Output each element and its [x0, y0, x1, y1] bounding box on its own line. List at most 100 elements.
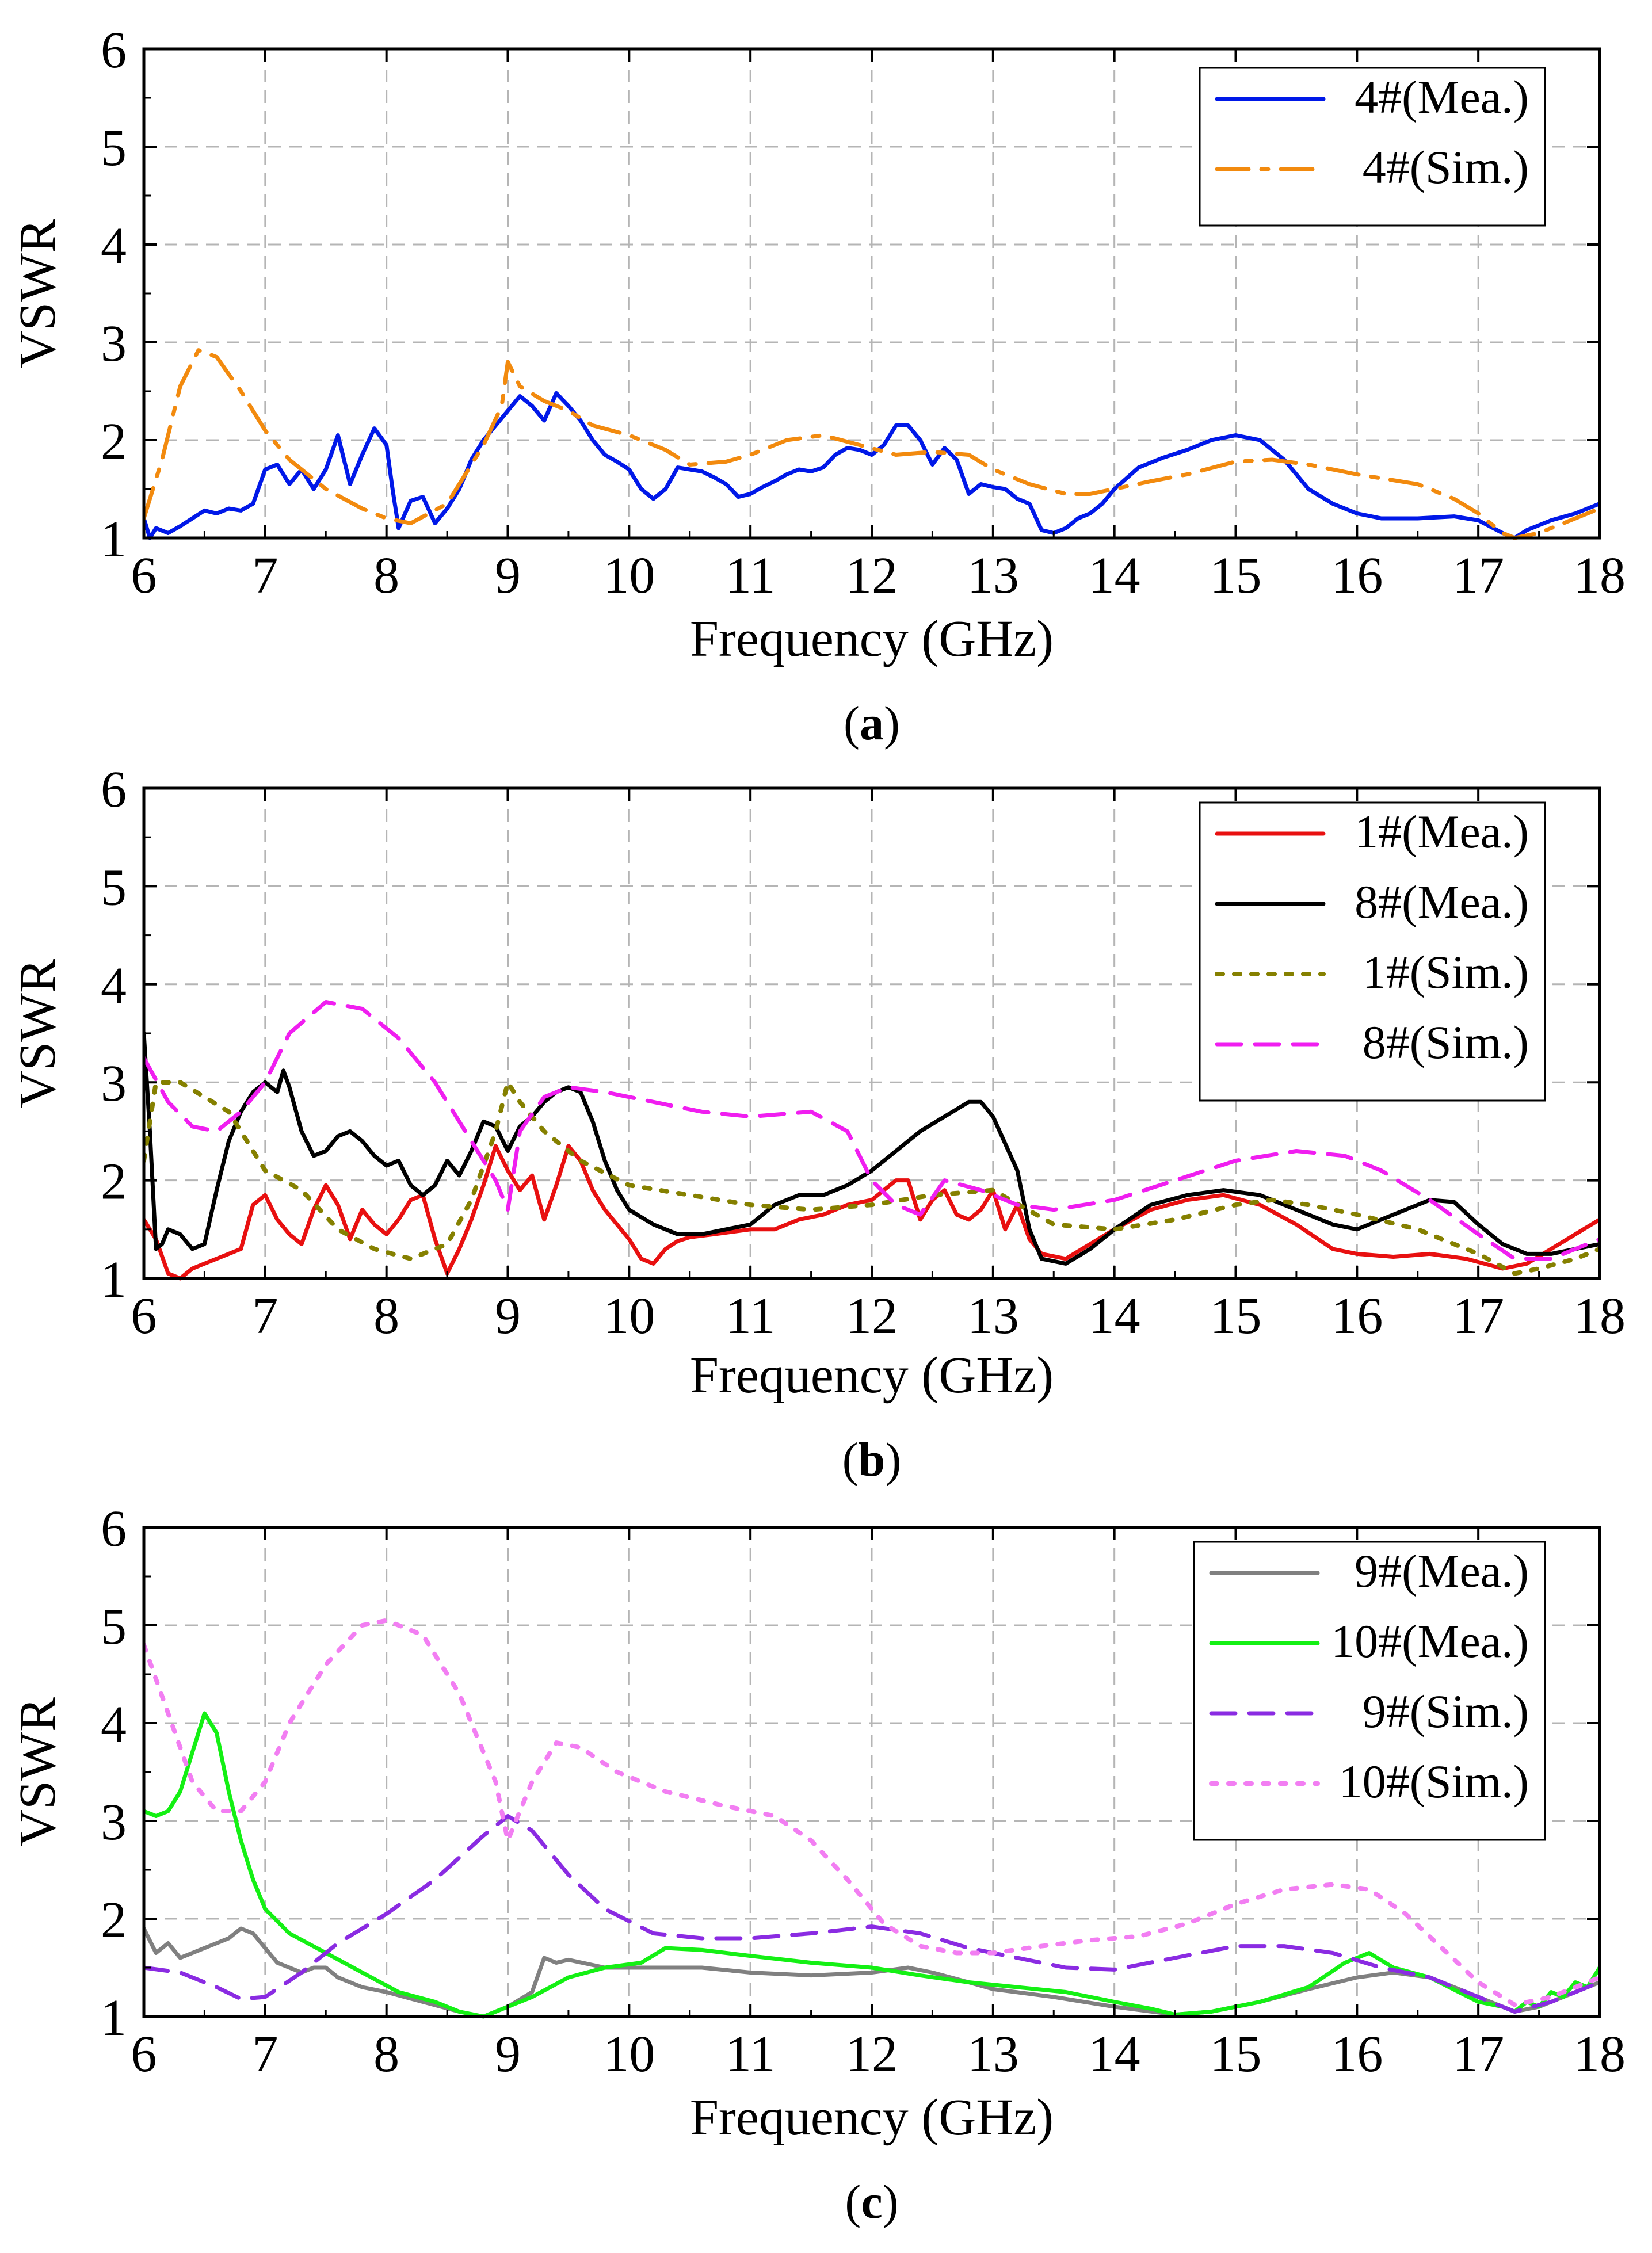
series-line-a-1 [144, 391, 1600, 540]
x-tick-label: 9 [495, 1288, 521, 1345]
y-tick-label: 6 [101, 22, 127, 79]
legend-box [1199, 801, 1546, 1102]
caption-close: ) [885, 1433, 901, 1487]
x-tick-label: 12 [846, 2026, 898, 2083]
x-axis-label: Frequency (GHz) [690, 610, 1054, 667]
y-tick-label: 1 [101, 1251, 127, 1308]
x-tick-label: 11 [726, 1288, 776, 1345]
caption-open: ( [845, 2175, 861, 2229]
legend-label-b-3: 1#(Sim.) [1363, 946, 1529, 998]
x-tick-label: 17 [1452, 1288, 1504, 1345]
caption-close: ) [883, 2175, 899, 2229]
y-tick-label: 2 [101, 413, 127, 470]
x-tick-label: 16 [1331, 1288, 1383, 1345]
legend-label-b-1: 1#(Mea.) [1355, 805, 1529, 858]
x-tick-label: 17 [1452, 2026, 1504, 2083]
y-tick-label: 1 [101, 511, 127, 568]
y-tick-label: 2 [101, 1154, 127, 1210]
y-tick-label: 4 [101, 957, 127, 1014]
x-tick-label: 13 [967, 547, 1019, 604]
x-tick-label: 9 [495, 547, 521, 604]
x-tick-label: 14 [1089, 547, 1140, 604]
x-tick-label: 14 [1089, 1288, 1140, 1345]
x-tick-label: 8 [373, 547, 399, 604]
legend-label-c-2: 10#(Mea.) [1331, 1615, 1529, 1667]
y-axis-label: VSWR [9, 1697, 66, 1847]
caption-close: ) [884, 697, 900, 750]
x-tick-label: 18 [1574, 1288, 1626, 1345]
x-tick-label: 15 [1210, 2026, 1262, 2083]
y-tick-label: 3 [101, 315, 127, 372]
panel-caption: (a) [844, 697, 900, 750]
y-axis-label: VSWR [9, 959, 66, 1108]
caption-open: ( [844, 697, 860, 750]
x-axis-label: Frequency (GHz) [690, 1347, 1054, 1404]
x-tick-label: 10 [603, 1288, 655, 1345]
series-line-b-4 [144, 1000, 1600, 1261]
x-tick-label: 18 [1574, 547, 1626, 604]
x-tick-label: 12 [846, 547, 898, 604]
series-line-c-3 [144, 1814, 1600, 2014]
legend-box [1193, 1541, 1546, 1841]
y-tick-label: 2 [101, 1892, 127, 1949]
x-tick-label: 6 [131, 2026, 157, 2083]
legend-label-a-1: 4#(Mea.) [1355, 71, 1529, 123]
caption-letter: c [861, 2175, 882, 2229]
y-tick-label: 6 [101, 1500, 127, 1557]
x-tick-label: 6 [131, 1288, 157, 1345]
x-tick-label: 13 [967, 1288, 1019, 1345]
y-axis-label: VSWR [9, 219, 66, 368]
panel-caption: (b) [842, 1433, 902, 1487]
x-tick-label: 7 [252, 1288, 278, 1345]
x-tick-label: 9 [495, 2026, 521, 2083]
caption-letter: b [859, 1433, 886, 1487]
caption-letter: a [860, 697, 884, 750]
x-tick-label: 17 [1452, 547, 1504, 604]
series-line-c-2 [144, 1711, 1600, 2019]
y-tick-label: 1 [101, 1989, 127, 2046]
legend-label-b-2: 8#(Mea.) [1355, 876, 1529, 928]
x-tick-label: 11 [726, 2026, 776, 2083]
y-tick-label: 6 [101, 761, 127, 818]
x-tick-label: 16 [1331, 2026, 1383, 2083]
legend-label-c-1: 9#(Mea.) [1355, 1545, 1529, 1597]
x-tick-label: 11 [726, 547, 776, 604]
x-tick-label: 12 [846, 1288, 898, 1345]
x-tick-label: 8 [373, 1288, 399, 1345]
legend-label-b-4: 8#(Sim.) [1363, 1016, 1529, 1068]
x-tick-label: 15 [1210, 1288, 1262, 1345]
y-tick-label: 3 [101, 1055, 127, 1112]
x-tick-label: 10 [603, 547, 655, 604]
series-line-b-1 [144, 1144, 1600, 1281]
x-tick-label: 10 [603, 2026, 655, 2083]
legend-label-a-2: 4#(Sim.) [1363, 141, 1529, 193]
y-tick-label: 5 [101, 859, 127, 916]
y-tick-label: 4 [101, 1696, 127, 1753]
series-line-a-2 [144, 348, 1600, 540]
caption-open: ( [842, 1433, 859, 1487]
y-tick-label: 3 [101, 1794, 127, 1851]
x-axis-label: Frequency (GHz) [690, 2089, 1054, 2146]
series-line-c-4 [144, 1618, 1600, 2007]
series-line-b-2 [144, 1031, 1600, 1266]
series-line-b-3 [144, 1080, 1600, 1276]
x-tick-label: 18 [1574, 2026, 1626, 2083]
legend-label-c-3: 9#(Sim.) [1363, 1685, 1529, 1738]
x-tick-label: 7 [252, 547, 278, 604]
x-tick-label: 16 [1331, 547, 1383, 604]
panel-caption: (c) [845, 2175, 898, 2229]
y-tick-label: 5 [101, 1598, 127, 1655]
x-tick-label: 6 [131, 547, 157, 604]
x-tick-label: 13 [967, 2026, 1019, 2083]
legend-box [1199, 67, 1546, 227]
y-tick-label: 5 [101, 120, 127, 177]
x-tick-label: 8 [373, 2026, 399, 2083]
y-tick-label: 4 [101, 217, 127, 274]
legend-label-c-4: 10#(Sim.) [1339, 1755, 1529, 1808]
x-tick-label: 14 [1089, 2026, 1140, 2083]
x-tick-label: 15 [1210, 547, 1262, 604]
